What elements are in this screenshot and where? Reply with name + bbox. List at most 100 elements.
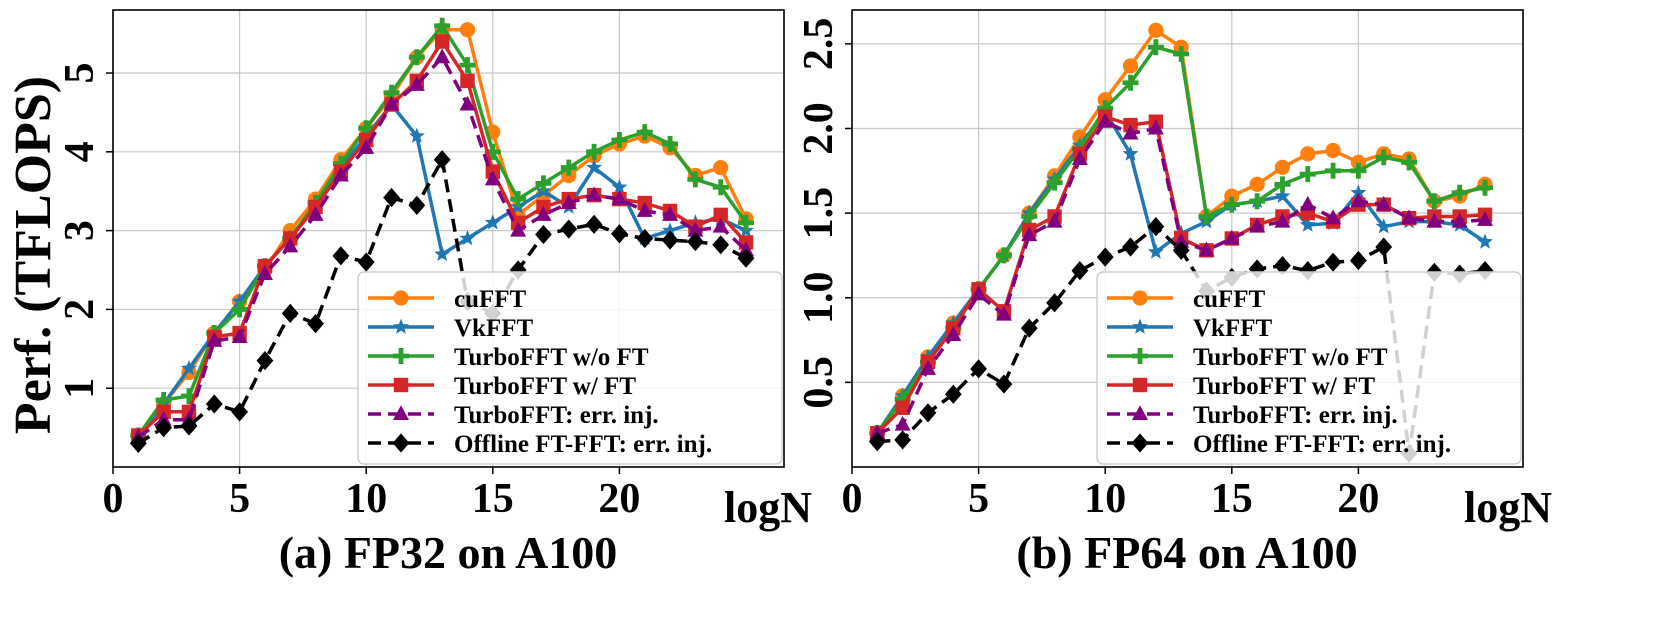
data-point-vkfft-fp64 <box>1122 145 1139 161</box>
x-tick-label-fp32: 15 <box>472 476 514 522</box>
data-point-offline-ft-fft-err-inj-fp64 <box>970 359 988 379</box>
data-point-offline-ft-fft-err-inj-fp64 <box>1147 217 1165 237</box>
data-point-cufft-fp32 <box>459 22 476 38</box>
data-point-turbofft-w-o-ft-fp32 <box>459 57 476 74</box>
data-point-turbofft-w-o-ft-fp32 <box>231 301 248 318</box>
data-point-offline-ft-fft-err-inj-fp64 <box>1020 318 1038 338</box>
data-point-cufft-fp64 <box>1325 142 1341 159</box>
data-point-offline-ft-fft-err-inj-fp32 <box>661 230 679 250</box>
y-tick-label-fp64: 2.0 <box>796 102 842 155</box>
legend-box-fp64 <box>1096 271 1522 465</box>
legend-label-turbofft-w-o-ft-fp32: TurboFFT w/o FT <box>454 344 649 371</box>
x-tick-label-fp32: 10 <box>345 476 387 522</box>
ticks-fp64: 0 5 10 15 20 0.5 1.0 1.5 2.0 2.5 <box>796 18 1379 522</box>
data-point-turbofft-w-o-ft-fp32 <box>383 84 400 101</box>
legend-marker-turbofft-w-o-ft-fp32 <box>393 348 409 364</box>
data-point-vkfft-fp32 <box>611 178 628 195</box>
data-point-turbofft-err-inj-fp64 <box>1046 212 1063 228</box>
legend-label-cufft-fp64: cuFFT <box>1193 286 1266 313</box>
data-point-cufft-fp64 <box>1249 176 1265 192</box>
data-point-turbofft-err-inj-fp32 <box>383 95 400 111</box>
data-point-turbofft-err-inj-fp64 <box>1274 212 1291 228</box>
data-point-vkfft-fp32 <box>459 230 476 246</box>
data-point-cufft-fp64 <box>1224 188 1240 204</box>
data-point-turbofft-err-inj-fp64 <box>1401 209 1418 225</box>
x-tick-label-fp32: 5 <box>229 476 250 522</box>
data-point-offline-ft-fft-err-inj-fp32 <box>205 394 223 414</box>
data-point-turbofft-w-o-ft-fp64 <box>1477 179 1494 196</box>
data-point-vkfft-fp32 <box>586 159 603 175</box>
y-tick-label-fp32: 1 <box>57 378 103 399</box>
data-point-offline-ft-fft-err-inj-fp64 <box>1096 247 1114 267</box>
data-point-offline-ft-fft-err-inj-fp64 <box>1375 237 1393 257</box>
data-point-offline-ft-fft-err-inj-fp32 <box>737 248 755 268</box>
data-point-turbofft-err-inj-fp64 <box>995 305 1012 321</box>
data-point-turbofft-w-o-ft-fp64 <box>1299 166 1316 183</box>
series-turbofft-err-inj-fp32 <box>130 48 755 444</box>
series-layer-fp32 <box>129 17 755 453</box>
data-point-turbofft-err-inj-fp32 <box>358 139 375 154</box>
data-point-turbofft-err-inj-fp64 <box>1021 226 1038 242</box>
data-point-offline-ft-fft-err-inj-fp64 <box>995 374 1013 394</box>
data-point-offline-ft-fft-err-inj-fp32 <box>408 195 426 216</box>
data-point-turbofft-w-o-ft-fp64 <box>1097 100 1114 117</box>
data-point-turbofft-err-inj-fp64 <box>1477 211 1494 226</box>
data-point-vkfft-fp32 <box>181 360 197 376</box>
legend-marker-turbofft-w-ft-fp32 <box>393 377 409 393</box>
data-point-vkfft-fp64 <box>1375 218 1392 234</box>
data-point-vkfft-fp32 <box>231 293 248 309</box>
data-point-turbofft-err-inj-fp64 <box>1426 212 1443 228</box>
data-point-turbofft-err-inj-fp32 <box>687 221 704 237</box>
data-point-turbofft-w-o-ft-fp64 <box>1249 193 1266 210</box>
data-point-turbofft-w-o-ft-fp32 <box>611 132 628 149</box>
data-point-turbofft-w-o-ft-fp32 <box>484 143 501 160</box>
legend-marker-cufft-fp32 <box>393 290 409 306</box>
data-point-offline-ft-fft-err-inj-fp32 <box>636 228 654 249</box>
data-point-turbofft-err-inj-fp64 <box>945 326 962 341</box>
series-turbofft-w-o-ft-fp32 <box>130 17 755 444</box>
y-tick-label-fp32: 4 <box>57 141 103 162</box>
data-point-turbofft-err-inj-fp64 <box>1375 195 1392 211</box>
data-point-turbofft-err-inj-fp32 <box>332 166 349 182</box>
data-point-offline-ft-fft-err-inj-fp64 <box>894 430 912 450</box>
data-point-offline-ft-fft-err-inj-fp64 <box>1274 255 1291 276</box>
x-tick-label-fp64: 5 <box>968 476 989 522</box>
legend-label-cufft-fp32: cuFFT <box>454 286 527 313</box>
data-point-offline-ft-fft-err-inj-fp32 <box>129 433 147 453</box>
data-point-offline-ft-fft-err-inj-fp64 <box>1350 250 1367 271</box>
data-point-turbofft-err-inj-fp64 <box>919 360 936 375</box>
data-point-cufft-fp64 <box>1122 58 1139 74</box>
data-point-vkfft-fp64 <box>1299 216 1316 232</box>
data-point-offline-ft-fft-err-inj-fp32 <box>509 260 527 280</box>
data-point-turbofft-w-o-ft-fp32 <box>358 120 375 137</box>
data-point-turbofft-err-inj-fp32 <box>408 76 425 91</box>
data-point-offline-ft-fft-err-inj-fp64 <box>1299 261 1317 281</box>
data-point-offline-ft-fft-err-inj-fp32 <box>383 187 400 208</box>
data-point-turbofft-w-ft-fp32 <box>713 207 728 223</box>
data-point-offline-ft-fft-err-inj-fp32 <box>535 224 552 245</box>
data-point-turbofft-w-o-ft-fp32 <box>712 179 729 196</box>
data-point-turbofft-err-inj-fp64 <box>1299 195 1316 211</box>
x-tick-label-fp64: 15 <box>1211 476 1253 522</box>
legend-marker-turbofft-err-inj-fp32 <box>393 405 409 420</box>
data-point-cufft-fp64 <box>1350 154 1367 170</box>
x-tick-label-fp32: 0 <box>103 476 124 522</box>
data-point-turbofft-err-inj-fp32 <box>206 332 223 347</box>
data-point-turbofft-err-inj-fp64 <box>1325 209 1342 225</box>
data-point-turbofft-w-ft-fp32 <box>460 73 475 89</box>
data-point-vkfft-fp64 <box>1477 233 1493 249</box>
y-tick-label-fp64: 0.5 <box>796 356 842 409</box>
data-point-turbofft-err-inj-fp64 <box>1173 233 1190 248</box>
y-tick-label-fp32: 3 <box>57 220 103 241</box>
data-point-turbofft-err-inj-fp32 <box>586 186 603 202</box>
data-point-turbofft-w-o-ft-fp64 <box>1325 162 1342 179</box>
data-point-turbofft-w-o-ft-fp64 <box>1173 46 1190 63</box>
data-point-offline-ft-fft-err-inj-fp32 <box>231 402 249 422</box>
data-point-offline-ft-fft-err-inj-fp32 <box>611 224 628 244</box>
data-point-vkfft-fp32 <box>662 222 678 238</box>
data-point-turbofft-w-o-ft-fp32 <box>408 49 425 66</box>
y-tick-label-fp32: 2 <box>57 299 103 320</box>
x-tick-label-fp64: 20 <box>1337 476 1379 522</box>
data-point-turbofft-w-o-ft-fp32 <box>560 159 577 176</box>
